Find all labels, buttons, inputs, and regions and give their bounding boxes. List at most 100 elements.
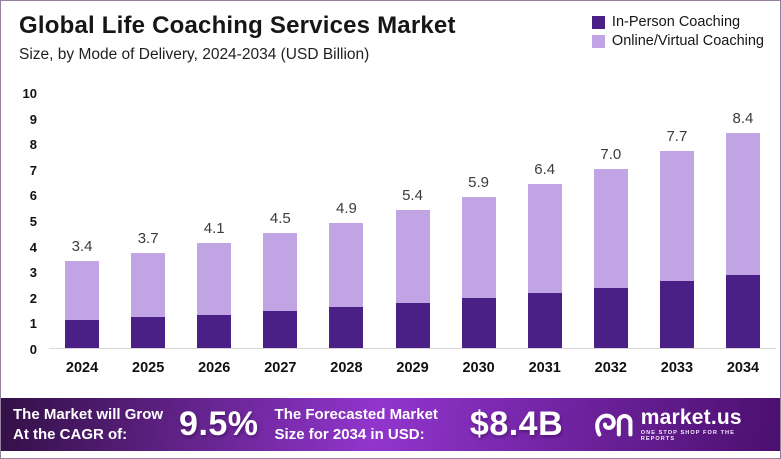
forecast-label-line1: The Forecasted Market [274,406,438,423]
bar-segment-in-person [659,281,694,348]
bar-segment-in-person [527,292,562,348]
x-tick-label: 2033 [660,360,694,376]
bar-segment-online [131,253,166,318]
bar-segment-in-person [263,310,298,348]
bar-segment-online [659,150,694,282]
forecast-label: The Forecasted Market Size for 2034 in U… [275,405,438,444]
bar-slot-2026: 4.1 [181,93,247,348]
x-tick-label: 2032 [594,360,627,376]
x-tick-label: 2029 [396,360,429,376]
cagr-label: The Market will Grow At the CAGR of: [13,405,163,444]
bar-total-label: 3.7 [137,230,159,248]
bar-2029 [395,209,430,348]
bar-segment-in-person [461,298,496,348]
bar-total-label: 4.5 [269,209,291,227]
x-tick-label: 2034 [726,360,760,376]
banner: The Market will Grow At the CAGR of: 9.5… [1,398,780,451]
bar-total-label: 8.4 [732,109,754,127]
bar-segment-in-person [725,275,760,348]
bar-segment-online [461,196,496,299]
bar-total-label: 6.4 [534,161,556,179]
bar-slot-2032: 7.0 [578,93,644,348]
bar-segment-in-person [197,314,232,348]
bar-2025 [131,253,166,348]
y-tick-label: 9 [29,111,37,127]
bar-slot-2029: 5.4 [379,93,445,348]
bar-segment-online [725,132,760,276]
page-subtitle: Size, by Mode of Delivery, 2024-2034 (US… [19,45,370,63]
bar-2033 [659,150,694,348]
bar-segment-in-person [395,303,430,348]
x-tick-label: 2025 [132,360,165,376]
y-tick-label: 7 [29,162,37,178]
legend-item-online: Online/Virtual Coaching [591,33,764,49]
bar-2032 [593,168,628,348]
forecast-value: $8.4B [469,405,564,443]
bar-segment-online [65,260,100,320]
bar-2030 [461,196,496,348]
y-tick-label: 6 [29,188,37,204]
bar-2028 [329,222,364,348]
legend-item-in-person: In-Person Coaching [591,14,764,30]
bar-total-label: 3.4 [71,237,93,255]
y-tick-label: 5 [29,214,37,229]
y-tick-label: 4 [29,239,37,255]
bar-slot-2030: 5.9 [446,93,512,348]
bar-segment-online [197,243,232,315]
bar-slot-2024: 3.4 [49,93,115,348]
online-swatch-icon [591,34,605,48]
bar-2034 [725,132,760,348]
forecast-label-line2: Size for 2034 in USD: [274,425,425,443]
cagr-value: 9.5% [179,405,259,443]
bar-segment-in-person [65,319,100,348]
bar-total-label: 7.7 [666,127,688,145]
bar-2024 [65,260,100,348]
y-tick-label: 3 [29,265,37,281]
bar-segment-online [263,232,298,311]
x-tick-label: 2026 [198,360,231,376]
page-title: Global Life Coaching Services Market [19,12,456,39]
header: Global Life Coaching Services Market Siz… [19,12,456,64]
x-tick-label: 2031 [528,360,561,376]
bar-segment-in-person [593,287,628,348]
bar-total-label: 5.9 [468,173,490,191]
logo-tagline: ONE STOP SHOP FOR THE REPORTS [640,429,735,442]
x-axis: 2024 2025 2026 2027 2028 2029 2030 2031 2032 2033… [49,360,776,376]
bar-total-label: 4.9 [335,199,357,217]
legend-label: Online/Virtual Coaching [611,33,764,49]
plot-area: 3.4 3.7 4.1 4.5 4.9 5.4 5.9 6.4 7.0 7.7 8.4 [49,93,776,349]
x-tick-label: 2030 [462,360,495,376]
cagr-label-line1: The Market will Grow [13,406,164,423]
in-person-swatch-icon [591,15,605,29]
x-tick-label: 2024 [65,360,99,376]
y-tick-label: 1 [29,316,37,332]
y-tick-label: 10 [22,86,37,101]
bar-segment-in-person [131,317,166,348]
bar-segment-online [329,222,364,308]
logo-text: market.us ONE STOP SHOP FOR THE REPORTS [641,407,764,442]
x-tick-label: 2027 [264,360,297,376]
bar-slot-2033: 7.7 [644,93,710,348]
bar-slot-2027: 4.5 [247,93,313,348]
y-tick-label: 2 [29,290,37,306]
market-us-logo-icon [595,413,633,436]
bar-slot-2025: 3.7 [115,93,181,348]
x-tick-label: 2028 [330,360,363,376]
bar-2026 [197,243,232,348]
bar-segment-online [593,168,628,288]
bar-2027 [263,232,298,348]
bar-total-label: 5.4 [402,186,423,204]
logo-name: market.us [640,405,742,429]
bar-segment-in-person [329,307,364,348]
bar-total-label: 7.0 [600,145,622,163]
bar-segment-online [395,209,430,304]
bar-total-label: 4.1 [203,220,225,238]
cagr-label-line2: At the CAGR of: [13,425,128,443]
legend: In-Person Coaching Online/Virtual Coachi… [591,14,764,49]
legend-label: In-Person Coaching [611,14,741,30]
bar-segment-online [527,184,562,293]
bar-2031 [527,184,562,348]
bar-slot-2031: 6.4 [512,93,578,348]
y-tick-label: 0 [29,342,37,357]
